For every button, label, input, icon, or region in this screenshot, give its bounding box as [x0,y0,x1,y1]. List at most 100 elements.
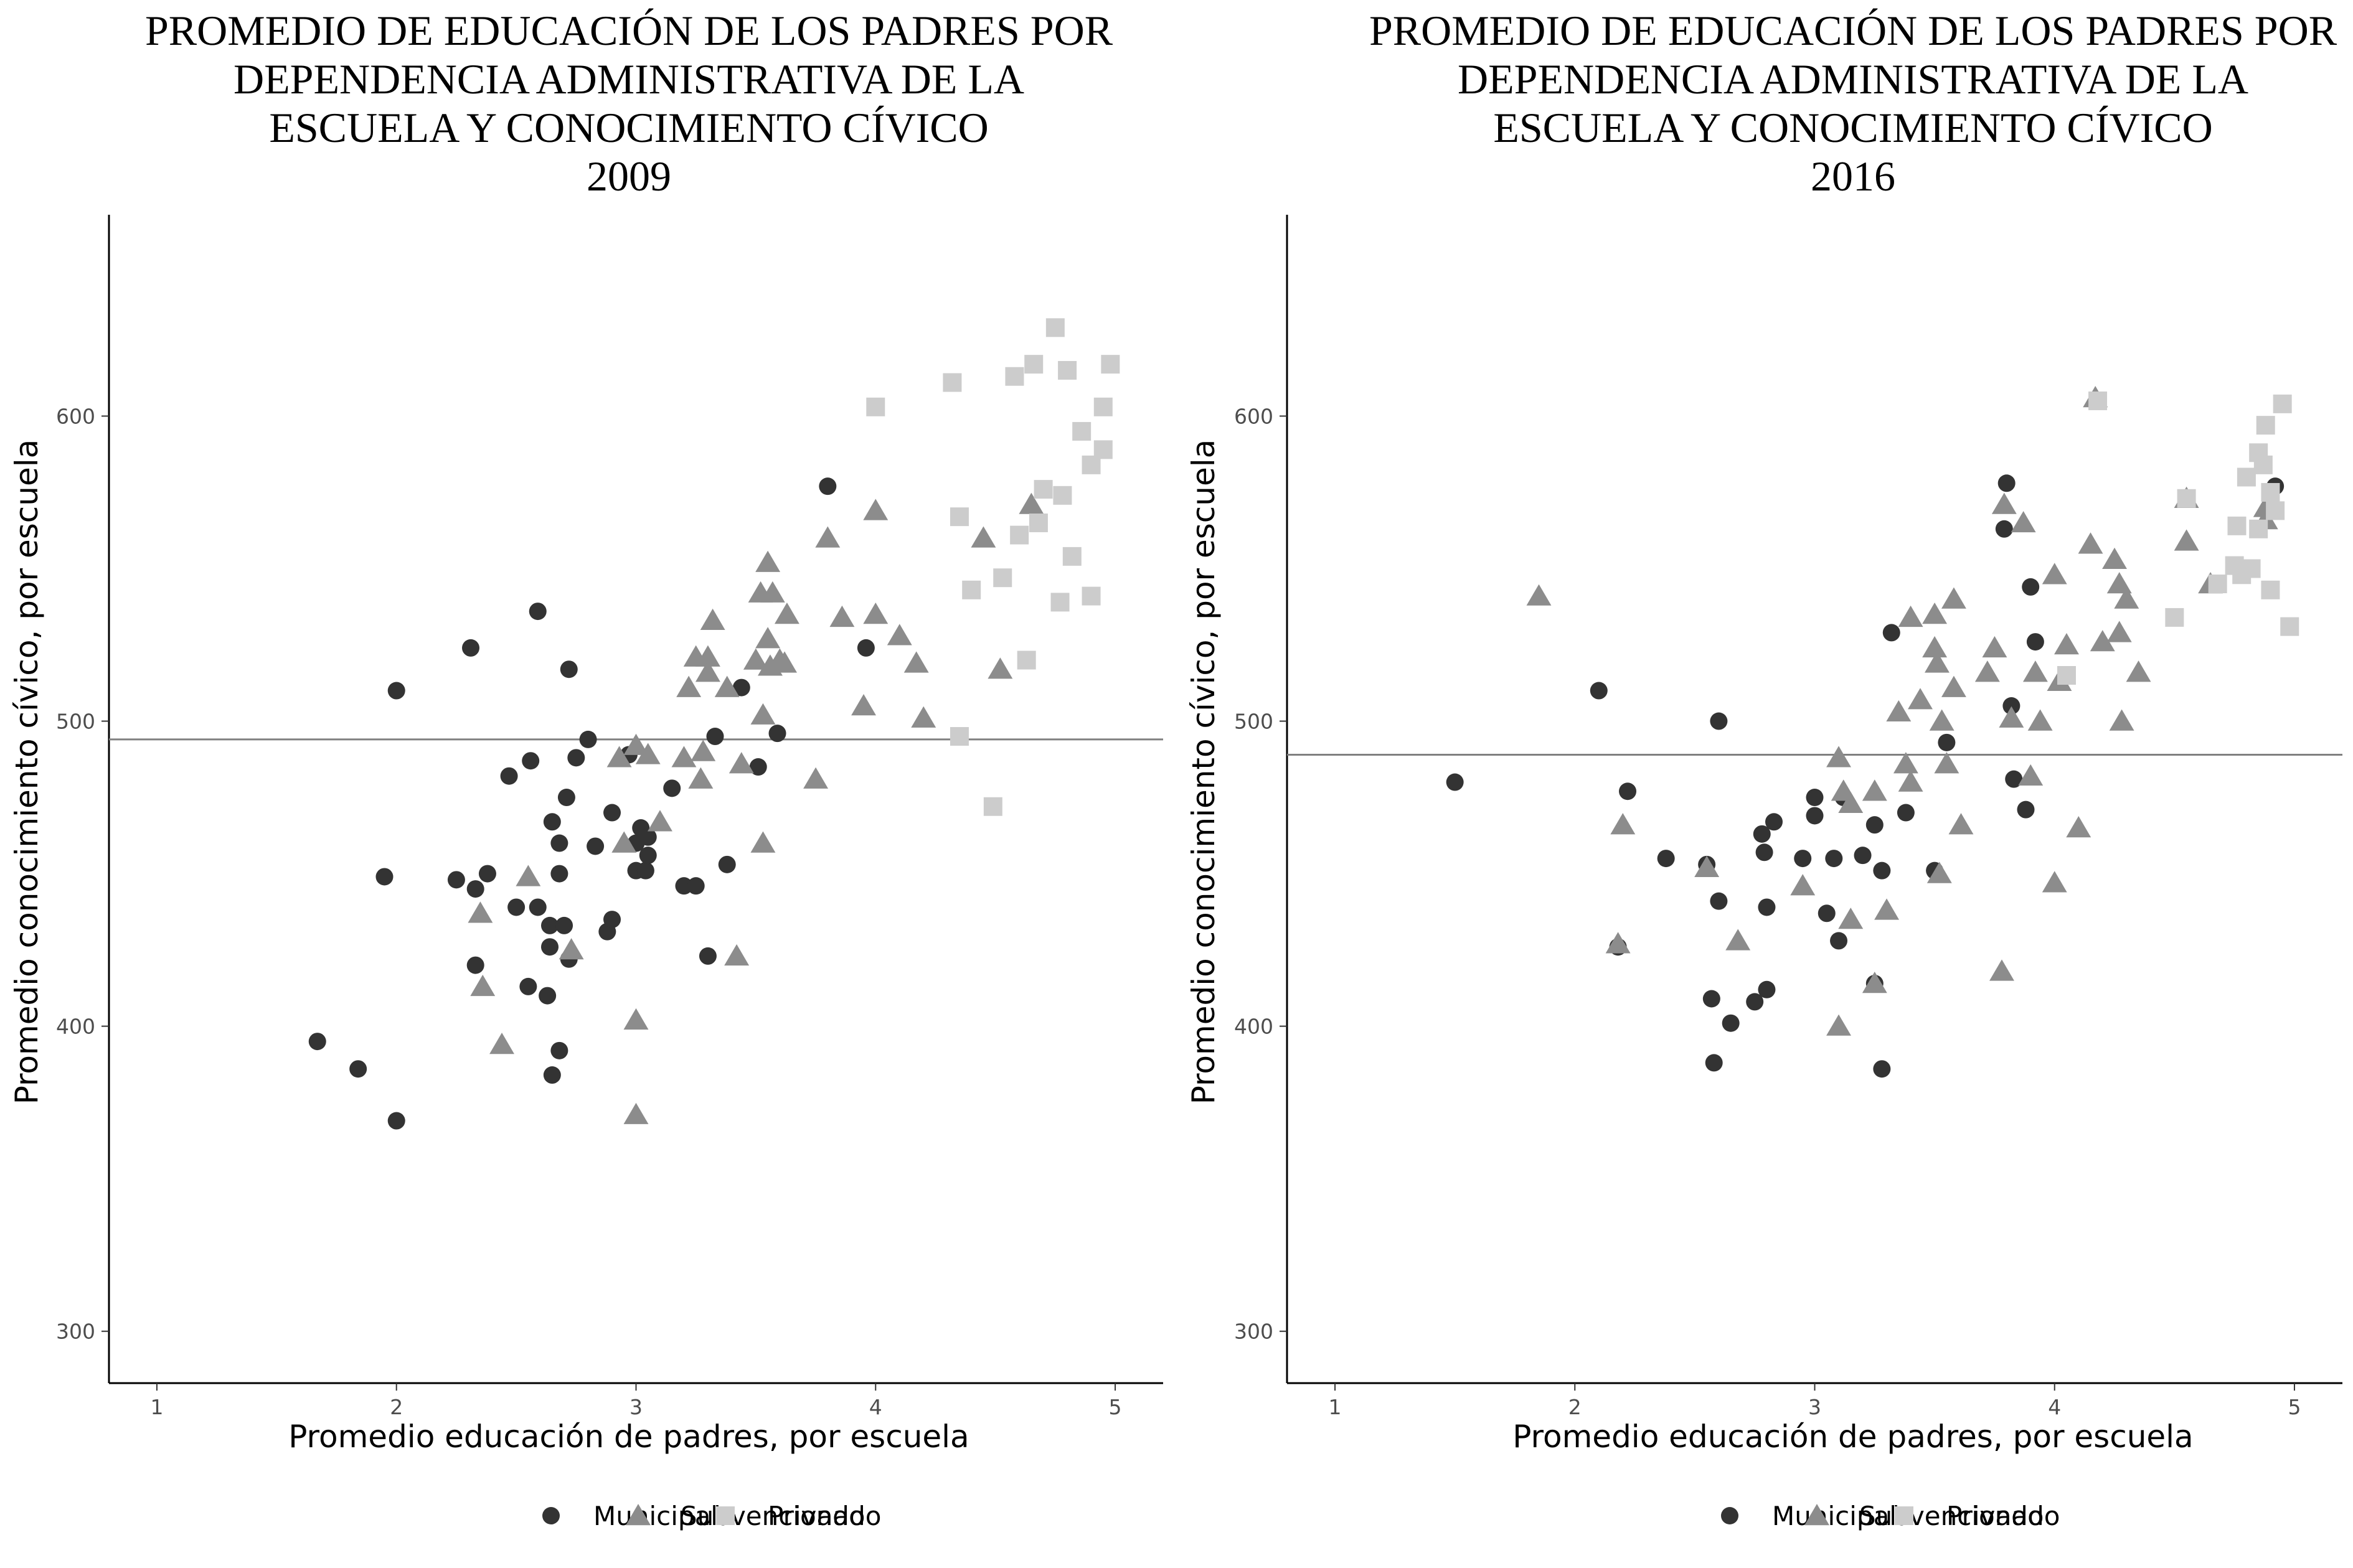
point-municipal [567,749,585,767]
legend-label-privado: Privado [1946,1501,2044,1531]
point-subvencionado [863,603,889,624]
x-tick-label: 4 [869,1395,882,1419]
point-privado [1034,480,1053,499]
point-subvencionado [1941,587,1966,609]
point-subvencionado [2042,563,2067,584]
point-subvencionado [1826,1014,1851,1036]
point-subvencionado [2174,529,2199,551]
point-subvencionado [1982,636,2007,658]
point-privado [1017,650,1036,670]
point-municipal [2002,697,2021,715]
axes: 300 400 500 600 1 2 3 4 5 [1234,215,2342,1419]
point-subvencionado [695,660,720,682]
legend-key-privado [1895,1506,1913,1525]
point-municipal [1806,789,1824,807]
legend-key-subvencionado [626,1504,651,1526]
legend-label-subvencionado: Subvencionado [1859,1501,2060,1531]
y-tick-label: 600 [56,404,95,428]
point-municipal [349,1060,367,1078]
point-municipal [1873,1060,1891,1078]
point-municipal [1710,892,1728,910]
point-subvencionado [1908,688,1933,710]
x-tick-label: 5 [2288,1395,2301,1419]
point-subvencionado [1790,874,1816,896]
point-subvencionado [2018,764,2044,786]
x-tick-label: 2 [390,1395,403,1419]
point-privado [1029,513,1048,532]
point-subvencionado [750,831,776,853]
point-municipal [1854,847,1872,865]
legend-key-privado [716,1506,735,1525]
point-subvencionado [815,526,841,548]
point-municipal [387,682,405,700]
point-subvencionado [1019,492,1044,514]
point-municipal [1865,816,1884,834]
point-subvencionado [2022,660,2048,682]
point-municipal [732,678,750,697]
point-municipal [1873,861,1891,880]
point-municipal [375,868,394,886]
point-municipal [749,758,767,776]
point-subvencionado [2066,816,2091,838]
point-municipal [1897,804,1915,822]
point-subvencionado [1922,603,1948,624]
point-subvencionado [1605,932,1631,954]
legend-key-subvencionado [1804,1504,1829,1526]
point-subvencionado [1862,779,1887,801]
y-tick-label: 400 [1234,1015,1273,1039]
point-municipal [639,828,657,846]
point-subvencionado [2109,709,2134,731]
chart-title-year: 2016 [1811,153,1895,200]
point-subvencionado [489,1033,514,1054]
point-municipal [539,987,557,1005]
point-municipal [529,898,547,916]
point-subvencionado [755,627,781,649]
point-subvencionado [635,743,661,764]
point-subvencionado [911,706,936,728]
point-subvencionado [1934,752,1959,774]
point-subvencionado [774,603,799,624]
point-privado [950,507,969,527]
chart-title-line-3: ESCUELA Y CONOCIMIENTO CÍVICO [1493,104,2212,151]
point-subvencionado [803,767,829,789]
legend-label-privado: Privado [768,1501,865,1531]
y-tick-label: 600 [1234,404,1273,428]
point-subvencionado [2102,547,2127,569]
x-tick-label: 3 [1808,1395,1821,1419]
point-municipal [768,725,786,743]
point-subvencionado [2027,709,2053,731]
x-tick-label: 5 [1109,1395,1122,1419]
point-subvencionado [2106,571,2132,594]
point-subvencionado [743,648,768,670]
point-subvencionado [1893,752,1918,774]
point-privado [2266,501,2285,520]
chart-title-line-1: PROMEDIO DE EDUCACIÓN DE LOS PADRES POR [1369,7,2337,54]
point-municipal [603,911,621,929]
point-municipal [462,639,480,657]
point-municipal [1705,1054,1723,1072]
point-subvencionado [1991,492,2017,514]
point-privado [2253,455,2273,474]
point-privado [1045,318,1065,337]
point-privado [1062,547,1082,566]
scatter-points [1446,386,2299,1078]
point-municipal [500,767,518,785]
point-subvencionado [971,526,996,548]
point-subvencionado [2090,630,2115,652]
point-subvencionado [623,733,649,755]
point-municipal [857,639,875,657]
point-privado [1053,486,1072,505]
point-subvencionado [2011,510,2036,533]
point-municipal [1702,990,1720,1008]
point-subvencionado [1725,929,1751,951]
point-municipal [1590,682,1608,700]
point-municipal [663,779,681,797]
point-subvencionado [2126,660,2151,682]
x-tick-label: 1 [1329,1395,1342,1419]
point-privado [866,397,885,416]
point-subvencionado [750,703,776,725]
point-privado [2165,608,2184,627]
point-privado [1010,525,1029,545]
point-subvencionado [1862,971,1887,993]
